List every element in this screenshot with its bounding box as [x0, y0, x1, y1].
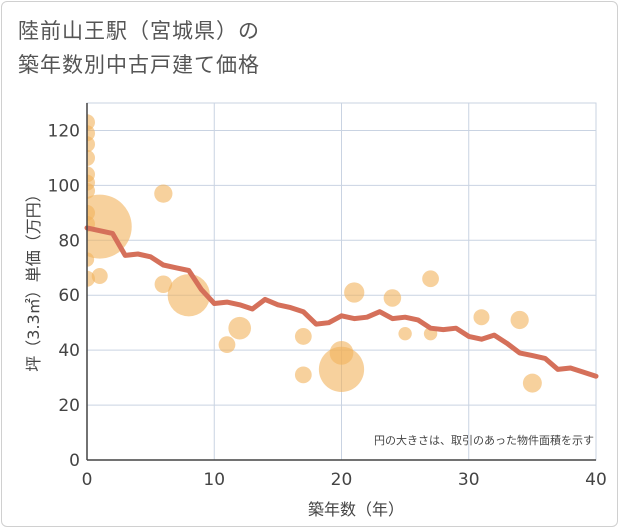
data-bubble — [398, 326, 412, 341]
data-bubble — [91, 268, 108, 285]
data-bubble — [294, 328, 312, 345]
chart-title-line2: 築年数別中古戸建て価格 — [18, 53, 260, 77]
average-price-line — [84, 225, 599, 379]
chart-title: 陸前山王駅（宮城県）の 築年数別中古戸建て価格 — [18, 14, 260, 82]
data-bubble — [383, 289, 402, 307]
data-bubble — [87, 136, 95, 153]
y-axis-title: 坪（3.3㎡）単価（万円） — [24, 186, 43, 371]
y-tick-label: 40 — [58, 341, 80, 361]
x-axis-title: 築年数（年） — [308, 500, 404, 519]
y-tick-label: 20 — [58, 396, 80, 416]
data-bubble — [522, 373, 542, 393]
y-tick-label: 0 — [69, 451, 80, 471]
trend-line-layer — [84, 225, 599, 379]
data-bubble — [87, 182, 95, 199]
x-tick-label: 30 — [458, 470, 480, 490]
data-bubble — [228, 316, 252, 340]
chart-title-line1: 陸前山王駅（宮城県）の — [18, 19, 260, 43]
data-bubble — [294, 366, 312, 384]
x-tick-label: 10 — [203, 470, 225, 490]
y-tick-label: 80 — [58, 231, 80, 251]
data-bubble — [344, 282, 365, 303]
data-bubble — [154, 184, 173, 203]
y-tick-label: 60 — [58, 286, 80, 306]
x-tick-label: 0 — [82, 470, 93, 490]
data-bubble — [422, 270, 439, 288]
data-bubble — [318, 346, 365, 393]
x-tick-label: 20 — [331, 470, 353, 490]
y-tick-label: 120 — [48, 121, 80, 141]
bubble-size-note: 円の大きさは、取引のあった物件面積を示す — [374, 433, 594, 447]
data-bubble — [218, 336, 236, 354]
chart-axes: 0 20 40 60 80 100 120 0 10 20 30 40 — [48, 103, 607, 490]
data-bubble — [154, 275, 173, 294]
data-bubble — [473, 309, 490, 326]
x-tick-label: 40 — [585, 470, 607, 490]
bubble-layer — [87, 114, 542, 393]
data-bubble — [510, 310, 529, 330]
data-bubble — [87, 149, 95, 166]
y-tick-label: 100 — [48, 176, 80, 196]
